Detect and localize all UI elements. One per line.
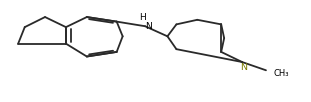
Text: H: H bbox=[139, 13, 146, 22]
Text: N: N bbox=[145, 22, 151, 31]
Text: N: N bbox=[240, 63, 247, 72]
Text: CH₃: CH₃ bbox=[273, 69, 289, 78]
